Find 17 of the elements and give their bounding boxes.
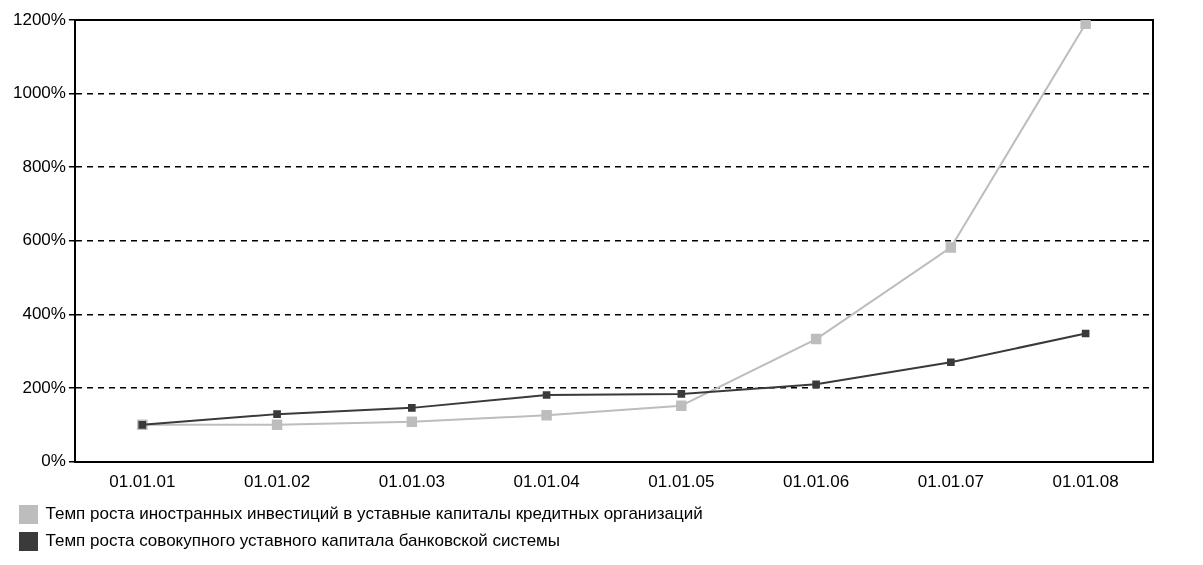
x-tick-label: 01.01.07	[917, 472, 984, 492]
y-tick-label: 400%	[22, 304, 66, 324]
y-tick-label: 1200%	[13, 9, 66, 29]
y-tick-label: 600%	[22, 230, 66, 250]
x-tick-label: 01.01.02	[243, 472, 311, 492]
y-tick-label: 1000%	[13, 83, 66, 103]
legend-label: Темп роста совокупного уставного капитала банковской системы	[45, 531, 561, 551]
y-tick-label: 800%	[22, 156, 66, 176]
legend-label: Темп роста иностранных инвестиций в уставные капиталы кредитных организаций	[45, 504, 703, 524]
x-tick-label: 01.01.05	[648, 472, 715, 492]
x-tick-label: 01.01.03	[378, 472, 445, 492]
y-tick-label: 0%	[41, 451, 66, 471]
x-tick-label: 01.01.04	[513, 472, 580, 492]
x-tick-label: 01.01.08	[1052, 472, 1119, 492]
x-tick-label: 01.01.01	[109, 472, 176, 492]
y-tick-label: 200%	[22, 377, 66, 397]
x-tick-label: 01.01.06	[783, 472, 850, 492]
